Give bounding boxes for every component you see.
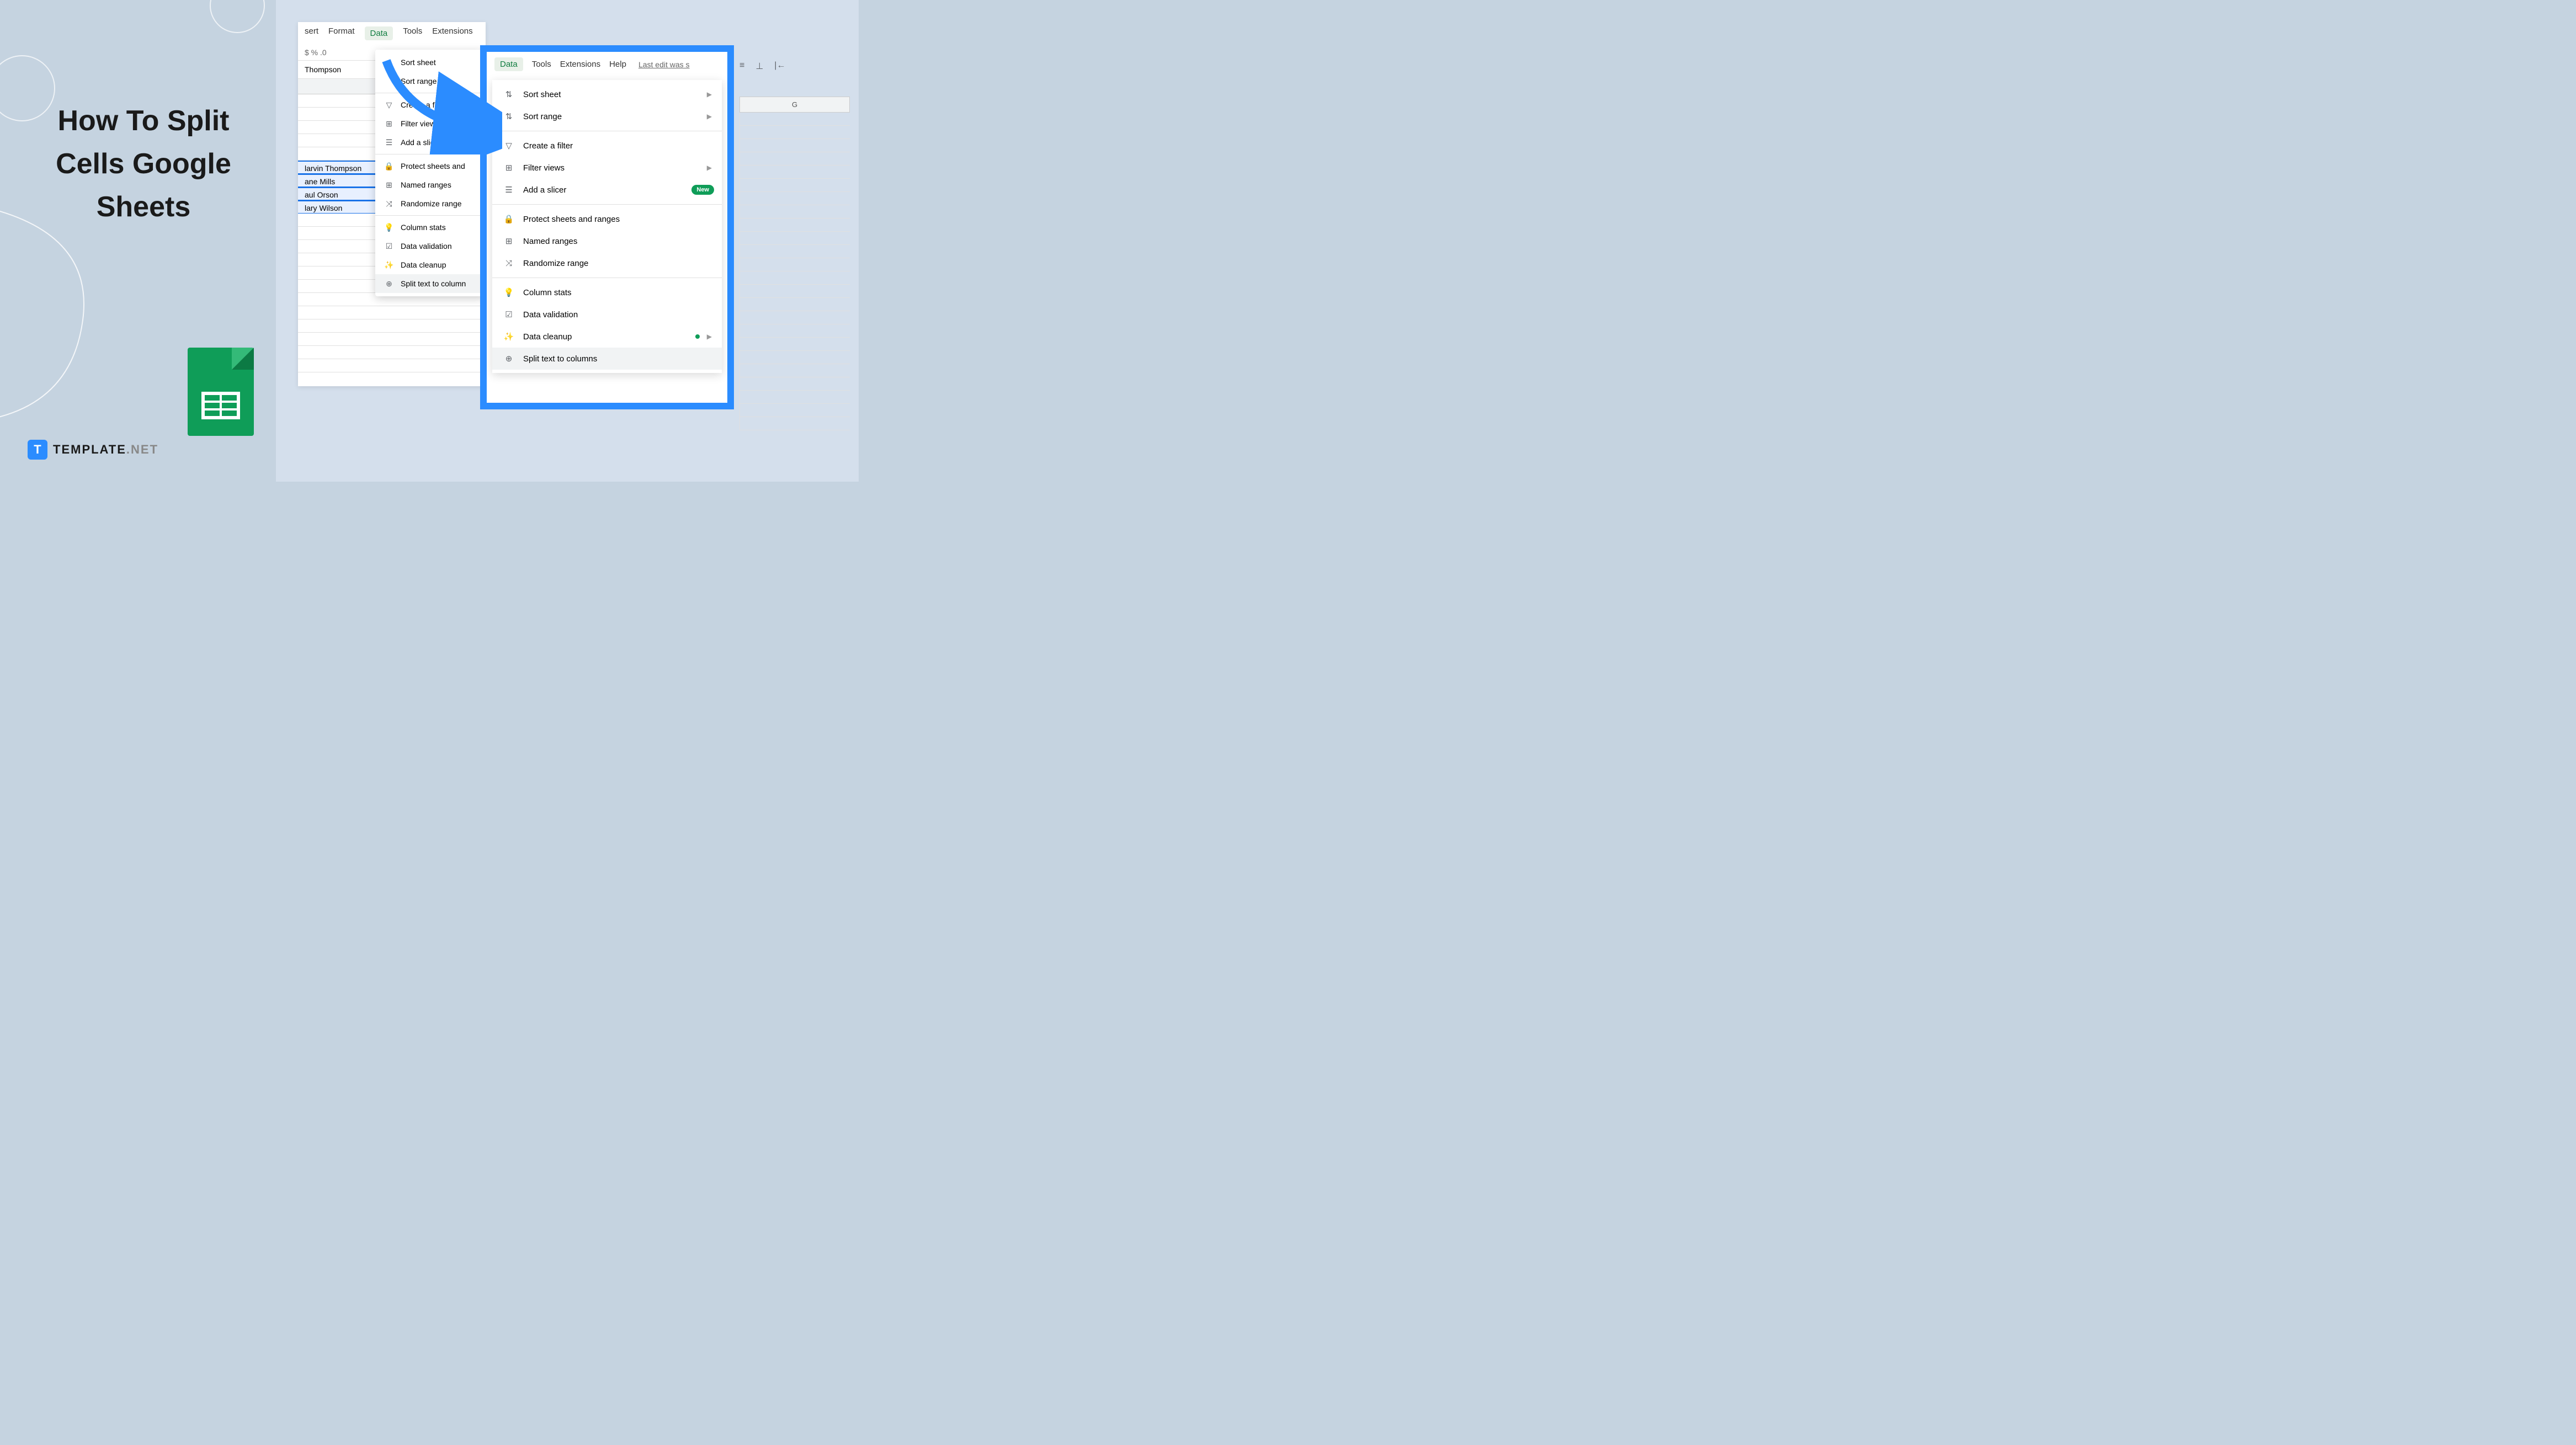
template-logo: T TEMPLATE.NET bbox=[28, 440, 158, 460]
randomize-icon: ⤨ bbox=[503, 258, 514, 269]
validation-icon: ☑ bbox=[384, 241, 394, 251]
data-menu-front: ⇅Sort sheet▶ ⇅Sort range▶ ▽Create a filt… bbox=[492, 80, 722, 373]
menu-tools[interactable]: Tools bbox=[403, 26, 422, 40]
new-badge: New bbox=[691, 185, 714, 195]
randomize-item-front[interactable]: ⤨Randomize range bbox=[492, 252, 722, 274]
sort-icon: ⇅ bbox=[503, 111, 514, 122]
named-ranges-item-front[interactable]: ⊞Named ranges bbox=[492, 230, 722, 252]
sort-range-item-front[interactable]: ⇅Sort range▶ bbox=[492, 105, 722, 127]
named-icon: ⊞ bbox=[503, 236, 514, 247]
column-stats-item[interactable]: 💡Column stats bbox=[375, 218, 486, 237]
bulb-icon: 💡 bbox=[384, 222, 394, 232]
cleanup-icon: ✨ bbox=[503, 331, 514, 342]
data-validation-item[interactable]: ☑Data validation bbox=[375, 237, 486, 255]
chevron-right-icon: ▶ bbox=[707, 333, 712, 340]
create-filter-item-front[interactable]: ▽Create a filter bbox=[492, 135, 722, 157]
menu-tools-front[interactable]: Tools bbox=[532, 60, 551, 69]
split-icon: ⊕ bbox=[384, 279, 394, 289]
protect-sheets-item-front[interactable]: 🔒Protect sheets and ranges bbox=[492, 208, 722, 230]
sheets-logo bbox=[188, 348, 254, 436]
sort-sheet-item-front[interactable]: ⇅Sort sheet▶ bbox=[492, 83, 722, 105]
filter-icon: ▽ bbox=[503, 140, 514, 151]
split-icon: ⊕ bbox=[503, 353, 514, 364]
split-text-item[interactable]: ⊕Split text to column bbox=[375, 274, 486, 293]
last-edit-info[interactable]: Last edit was s bbox=[638, 60, 690, 69]
lock-icon: 🔒 bbox=[503, 214, 514, 225]
status-dot bbox=[695, 334, 700, 339]
validation-icon: ☑ bbox=[503, 309, 514, 320]
menu-format[interactable]: Format bbox=[328, 26, 355, 40]
named-ranges-item[interactable]: ⊞Named ranges bbox=[375, 175, 486, 194]
data-cleanup-item-front[interactable]: ✨Data cleanup▶ bbox=[492, 326, 722, 348]
data-validation-item-front[interactable]: ☑Data validation bbox=[492, 303, 722, 326]
menu-extensions[interactable]: Extensions bbox=[432, 26, 472, 40]
split-text-item-front[interactable]: ⊕Split text to columns bbox=[492, 348, 722, 370]
chevron-right-icon: ▶ bbox=[707, 113, 712, 120]
bulb-icon: 💡 bbox=[503, 287, 514, 298]
randomize-item[interactable]: ⤨Randomize range bbox=[375, 194, 486, 213]
menu-extensions-front[interactable]: Extensions bbox=[560, 60, 600, 69]
lock-icon: 🔒 bbox=[384, 161, 394, 171]
template-logo-text: TEMPLATE.NET bbox=[53, 442, 158, 457]
named-icon: ⊞ bbox=[384, 180, 394, 190]
cleanup-icon: ✨ bbox=[384, 260, 394, 270]
valign-icon[interactable]: ⊥ bbox=[755, 61, 763, 72]
toolbar-right: ≡ ⊥ |← bbox=[739, 61, 853, 72]
curved-arrow bbox=[375, 55, 502, 154]
column-header-g[interactable]: G bbox=[739, 97, 850, 113]
menu-help-front[interactable]: Help bbox=[609, 60, 626, 69]
chevron-right-icon: ▶ bbox=[707, 90, 712, 98]
filter-views-item-front[interactable]: ⊞Filter views▶ bbox=[492, 157, 722, 179]
randomize-icon: ⤨ bbox=[384, 199, 394, 209]
menubar-front: Data Tools Extensions Help Last edit was… bbox=[487, 52, 727, 77]
sort-icon: ⇅ bbox=[503, 89, 514, 100]
highlight-box: Data Tools Extensions Help Last edit was… bbox=[480, 45, 734, 409]
add-slicer-item-front[interactable]: ☰Add a slicerNew bbox=[492, 179, 722, 201]
grid-right: G bbox=[739, 97, 850, 450]
column-stats-item-front[interactable]: 💡Column stats bbox=[492, 281, 722, 303]
menu-data[interactable]: Data bbox=[365, 26, 393, 40]
filter-views-icon: ⊞ bbox=[503, 162, 514, 173]
protect-sheets-item[interactable]: 🔒Protect sheets and bbox=[375, 157, 486, 175]
indent-icon[interactable]: |← bbox=[774, 61, 785, 72]
menu-insert[interactable]: sert bbox=[305, 26, 318, 40]
template-logo-icon: T bbox=[28, 440, 47, 460]
align-icon[interactable]: ≡ bbox=[739, 61, 744, 72]
data-cleanup-item[interactable]: ✨Data cleanup bbox=[375, 255, 486, 274]
slicer-icon: ☰ bbox=[503, 184, 514, 195]
menubar-back: sert Format Data Tools Extensions bbox=[298, 22, 486, 45]
chevron-right-icon: ▶ bbox=[707, 164, 712, 172]
page-title: How To Split Cells Google Sheets bbox=[44, 99, 243, 228]
